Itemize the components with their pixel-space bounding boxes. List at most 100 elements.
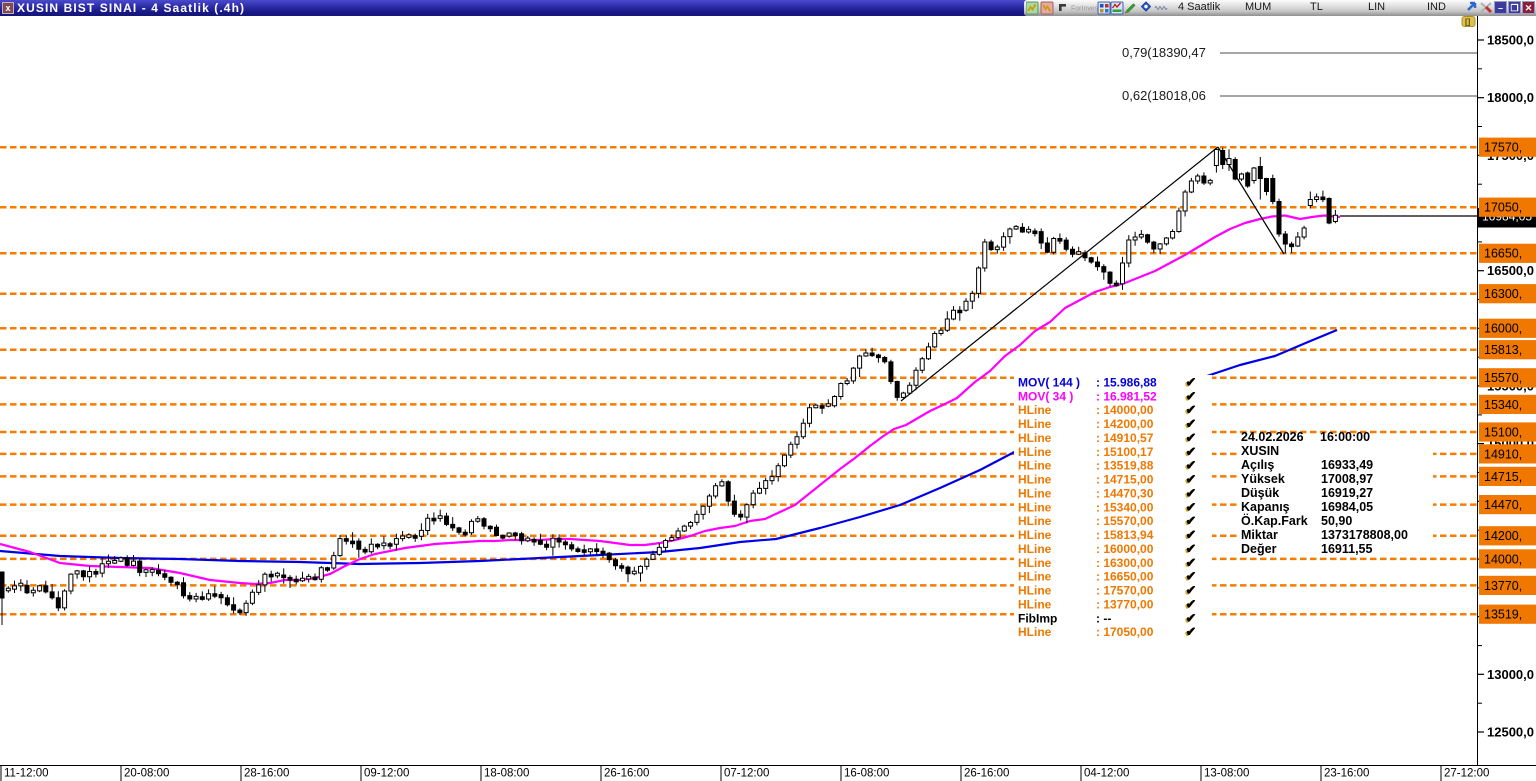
svg-text:26-16:00: 26-16:00 [604,768,649,780]
svg-text:✔: ✔ [1186,513,1197,528]
svg-text:HLine: HLine [1018,584,1052,598]
svg-text:: 16000,00: : 16000,00 [1096,542,1154,556]
svg-text:Kapanış: Kapanış [1241,500,1290,514]
svg-text:Açılış: Açılış [1241,458,1274,472]
svg-text:17008,97: 17008,97 [1321,472,1373,486]
svg-text:: 14200,00: : 14200,00 [1096,417,1154,431]
svg-text:✔: ✔ [1184,376,1195,391]
svg-text:15570,: 15570, [1484,371,1522,385]
svg-text:✔: ✔ [1186,499,1197,514]
svg-text:✔: ✔ [1186,375,1197,390]
svg-text:✔: ✔ [1186,458,1197,473]
svg-text:: 16300,00: : 16300,00 [1096,556,1154,570]
svg-text:20-08:00: 20-08:00 [124,768,169,780]
svg-text:✔: ✔ [1186,402,1197,417]
svg-text:✔: ✔ [1184,487,1195,502]
svg-text:14910,: 14910, [1484,447,1522,461]
svg-text:13519,: 13519, [1484,608,1522,622]
svg-text:✔: ✔ [1184,625,1195,640]
svg-text:HLine: HLine [1018,473,1052,487]
svg-text:14470,: 14470, [1484,498,1522,512]
svg-text:18-08:00: 18-08:00 [484,768,529,780]
svg-text:: 15.986,88: : 15.986,88 [1096,376,1157,390]
svg-text:Düşük: Düşük [1241,486,1279,500]
svg-text:HLine: HLine [1018,514,1052,528]
svg-text:✔: ✔ [1184,473,1195,488]
svg-text:HLine: HLine [1018,597,1052,611]
svg-text:HLine: HLine [1018,542,1052,556]
svg-text:✔: ✔ [1186,472,1197,487]
svg-text:Miktar: Miktar [1241,528,1278,542]
svg-text:23-16:00: 23-16:00 [1324,768,1369,780]
svg-text:1373178808,00: 1373178808,00 [1321,528,1408,542]
svg-text:✔: ✔ [1184,445,1195,460]
svg-text:: 14470,30: : 14470,30 [1096,487,1154,501]
svg-text:✔: ✔ [1184,556,1195,571]
svg-text:✔: ✔ [1186,444,1197,459]
svg-text:HLine: HLine [1018,445,1052,459]
svg-text:18500,0: 18500,0 [1487,33,1534,48]
svg-text:HLine: HLine [1018,431,1052,445]
svg-text:: 17570,00: : 17570,00 [1096,584,1154,598]
svg-text:14715,: 14715, [1484,470,1522,484]
svg-text:: 15570,00: : 15570,00 [1096,514,1154,528]
svg-text:✔: ✔ [1184,403,1195,418]
svg-text:16300,: 16300, [1484,287,1522,301]
svg-text:✔: ✔ [1184,389,1195,404]
svg-text:16500,0: 16500,0 [1487,263,1534,278]
svg-text:15813,: 15813, [1484,343,1522,357]
svg-text:15100,: 15100, [1484,425,1522,439]
svg-text:28-16:00: 28-16:00 [244,768,289,780]
svg-text:: 15340,00: : 15340,00 [1096,500,1154,514]
svg-text:✔: ✔ [1184,542,1195,557]
svg-text:50,90: 50,90 [1321,514,1352,528]
svg-text:✔: ✔ [1184,584,1195,599]
svg-text:27-12:00: 27-12:00 [1444,768,1489,780]
svg-text:✔: ✔ [1186,541,1197,556]
svg-text:: 13770,00: : 13770,00 [1096,597,1154,611]
svg-text:16000,: 16000, [1484,322,1522,336]
svg-text:13-08:00: 13-08:00 [1204,768,1249,780]
svg-text:HLine: HLine [1018,459,1052,473]
svg-text:✔: ✔ [1184,611,1195,626]
svg-text:17570,: 17570, [1484,141,1522,155]
svg-text:12500,0: 12500,0 [1487,725,1534,740]
svg-text:13770,: 13770, [1484,579,1522,593]
svg-text:✔: ✔ [1184,528,1195,543]
svg-text:: 13519,88: : 13519,88 [1096,459,1154,473]
svg-text:: 17050,00: : 17050,00 [1096,625,1154,639]
svg-text:FibImp: FibImp [1018,611,1057,625]
svg-text:16911,55: 16911,55 [1321,542,1372,556]
svg-text:16919,27: 16919,27 [1321,486,1373,500]
svg-text:✔: ✔ [1186,610,1197,625]
svg-text:✔: ✔ [1186,486,1197,501]
svg-text:✔: ✔ [1186,416,1197,431]
svg-text:MOV( 34 ): MOV( 34 ) [1018,389,1073,403]
svg-text:11-12:00: 11-12:00 [4,768,49,780]
svg-text:✔: ✔ [1184,514,1195,529]
svg-text:18000,0: 18000,0 [1487,90,1534,105]
svg-text:✔: ✔ [1184,500,1195,515]
svg-text:HLine: HLine [1018,625,1052,639]
svg-text:HLine: HLine [1018,403,1052,417]
svg-text:HLine: HLine [1018,556,1052,570]
svg-text:✔: ✔ [1186,596,1197,611]
svg-text:[]: [] [1465,18,1471,27]
svg-text:✔: ✔ [1184,417,1195,432]
svg-text:ForInvest: ForInvest [1071,6,1100,13]
svg-text:0,79(18390,47: 0,79(18390,47 [1122,45,1206,60]
svg-text:✔: ✔ [1184,431,1195,446]
svg-text:17050,: 17050, [1484,201,1522,215]
svg-text:16-08:00: 16-08:00 [844,768,889,780]
svg-text:✔: ✔ [1184,597,1195,612]
svg-text:26-16:00: 26-16:00 [964,768,1009,780]
svg-text:04-12:00: 04-12:00 [1084,768,1129,780]
svg-text:: --: : -- [1096,611,1111,625]
svg-text:Değer: Değer [1241,542,1277,556]
svg-text:✔: ✔ [1186,583,1197,598]
svg-text:: 14715,00: : 14715,00 [1096,473,1154,487]
svg-text:15340,: 15340, [1484,398,1522,412]
svg-text:HLine: HLine [1018,528,1052,542]
svg-text:16650,: 16650, [1484,247,1522,261]
svg-text:Yüksek: Yüksek [1241,472,1285,486]
